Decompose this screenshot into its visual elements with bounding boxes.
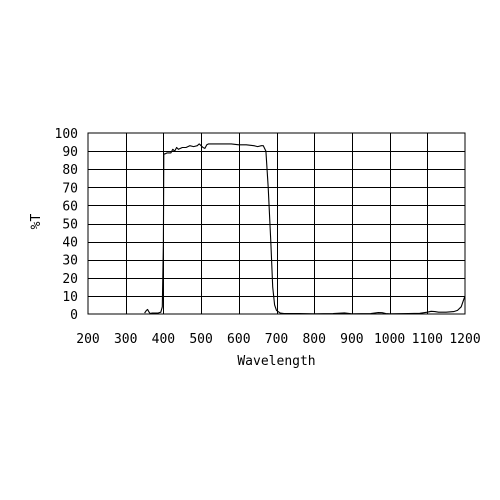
y-tick-label: 20 bbox=[62, 272, 78, 287]
x-tick-label: 200 bbox=[76, 332, 99, 347]
y-tick-label: 0 bbox=[70, 308, 78, 323]
y-tick-label: 30 bbox=[62, 254, 78, 269]
x-tick-labels: 200 300 400 500 600 700 800 900 1000 1100 1200 bbox=[76, 332, 480, 347]
y-axis-title: %T bbox=[29, 214, 44, 230]
x-tick-label: 1000 bbox=[374, 332, 405, 347]
x-tick-label: 400 bbox=[152, 332, 175, 347]
x-tick-label: 700 bbox=[265, 332, 288, 347]
x-tick-label: 300 bbox=[114, 332, 137, 347]
y-tick-label: 80 bbox=[62, 163, 78, 178]
x-tick-label: 600 bbox=[227, 332, 250, 347]
grid-lines bbox=[88, 133, 465, 314]
y-tick-label: 40 bbox=[62, 236, 78, 251]
y-tick-labels: 0 10 20 30 40 50 60 70 80 90 100 bbox=[55, 127, 78, 323]
plot-frame bbox=[87, 132, 466, 315]
x-tick-label: 1100 bbox=[412, 332, 443, 347]
y-tick-label: 50 bbox=[62, 218, 78, 233]
x-axis-title: Wavelength bbox=[237, 354, 315, 369]
y-tick-label: 70 bbox=[62, 181, 78, 196]
y-tick-label: 60 bbox=[62, 199, 78, 214]
x-tick-label: 800 bbox=[302, 332, 325, 347]
y-tick-label: 90 bbox=[62, 145, 78, 160]
x-tick-label: 1200 bbox=[449, 332, 480, 347]
x-tick-label: 900 bbox=[340, 332, 363, 347]
y-tick-label: 10 bbox=[62, 290, 78, 305]
x-tick-label: 500 bbox=[189, 332, 212, 347]
y-tick-label: 100 bbox=[55, 127, 78, 142]
